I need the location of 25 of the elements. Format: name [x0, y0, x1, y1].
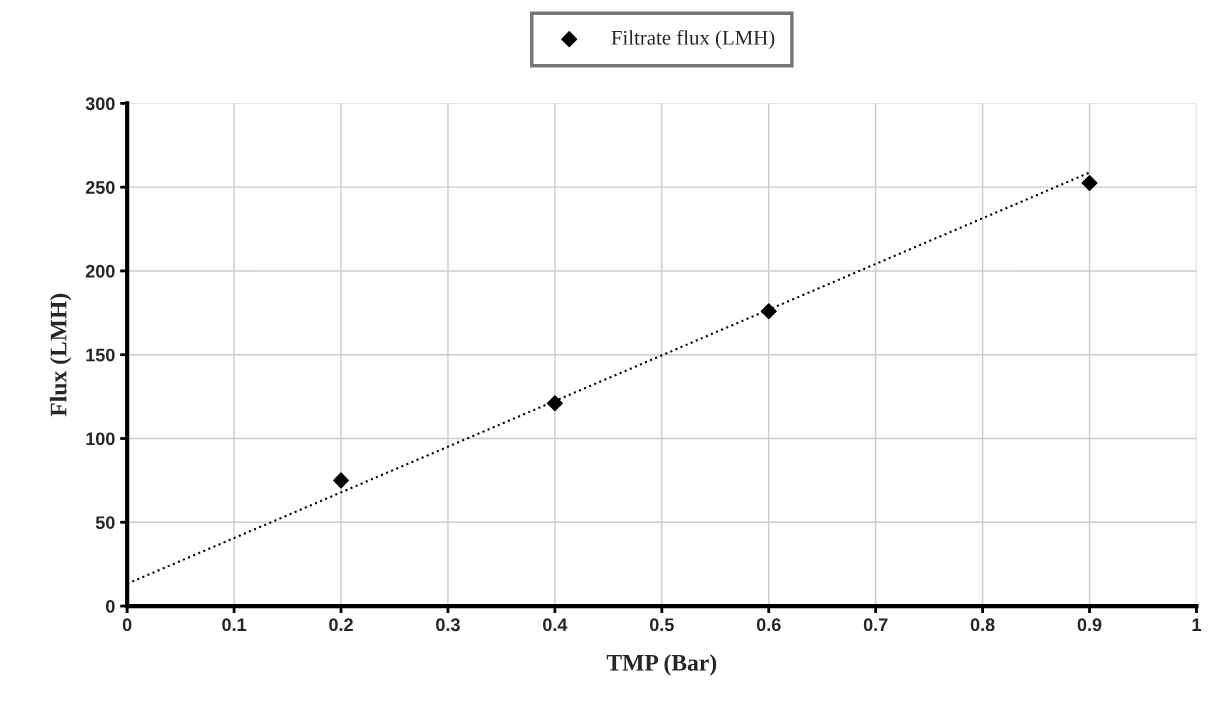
x-tick-label: 0.9 — [1077, 618, 1102, 632]
x-tick-label: 0.5 — [649, 618, 674, 632]
x-tick-label: 1 — [1192, 618, 1201, 631]
y-axis-title: Flux (LMH) — [49, 293, 72, 417]
legend-label: Filtrate flux (LMH) — [611, 29, 775, 50]
y-tick-label: 100 — [86, 432, 115, 446]
x-tick-label: 0.3 — [436, 618, 460, 632]
y-tick-label: 300 — [85, 97, 115, 111]
x-axis-title: TMP (Bar) — [606, 654, 717, 676]
y-tick-label: 50 — [95, 516, 115, 529]
x-tick-label: 0.8 — [970, 618, 995, 632]
point — [1081, 174, 1098, 191]
x-tick-label: 0 — [122, 618, 132, 632]
x-tick-label: 0.2 — [329, 618, 353, 632]
y-tick-label: 150 — [86, 348, 115, 362]
x-tick-label: 0.1 — [222, 618, 247, 632]
y-tick-label: 250 — [85, 181, 115, 194]
x-tick-label: 0.6 — [756, 618, 781, 632]
point — [546, 395, 563, 412]
point — [333, 472, 349, 489]
y-tick-label: 200 — [85, 264, 115, 278]
point — [760, 303, 777, 320]
x-tick-label: 0.4 — [543, 618, 568, 632]
y-tick-label: 0 — [106, 599, 115, 613]
x-tick-label: 0.7 — [863, 618, 888, 632]
